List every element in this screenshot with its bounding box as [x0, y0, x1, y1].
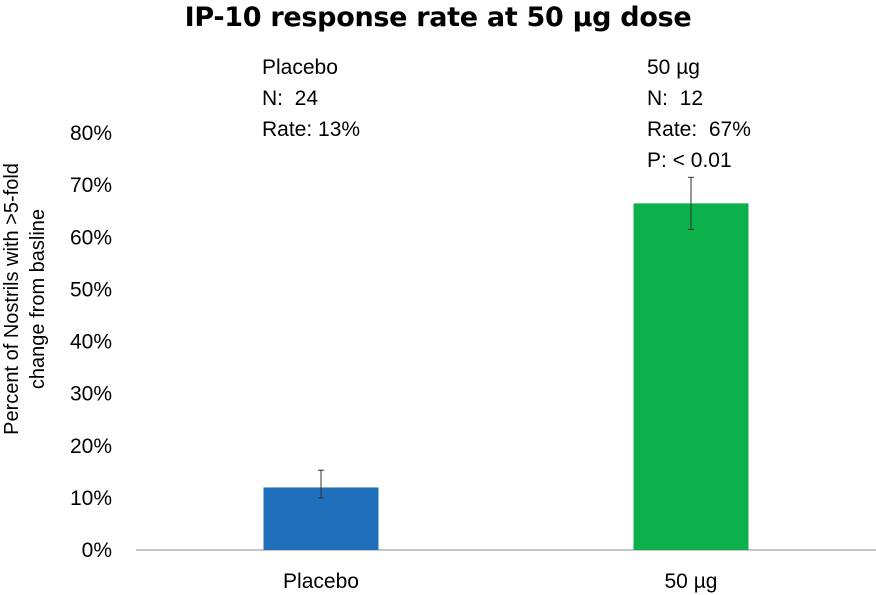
y-tick-label: 10%: [70, 487, 112, 510]
annotation-line: N: 24: [262, 87, 319, 110]
annotation-50ug: 50 µg N: 12 Rate: 67% P: < 0.01: [647, 52, 751, 176]
annotation-placebo: Placebo N: 24 Rate: 13%: [262, 52, 360, 145]
x-tick-label: Placebo: [283, 570, 359, 593]
y-tick-label: 50%: [70, 278, 112, 301]
y-tick-label: 0%: [82, 539, 112, 562]
annotation-line: P: < 0.01: [647, 149, 732, 172]
y-tick-label: 60%: [70, 226, 112, 249]
annotation-line: Rate: 13%: [262, 118, 361, 141]
annotation-line: Rate: 67%: [647, 118, 751, 141]
y-tick-label: 20%: [70, 435, 112, 458]
annotation-line: Placebo: [262, 56, 338, 79]
y-tick-label: 40%: [70, 331, 112, 354]
annotation-line: 50 µg: [647, 56, 700, 79]
y-tick-label: 70%: [70, 174, 112, 197]
y-tick-label: 80%: [70, 122, 112, 145]
y-tick-label: 30%: [70, 383, 112, 406]
x-tick-label: 50 µg: [665, 570, 718, 593]
chart-title: IP-10 response rate at 50 µg dose: [184, 2, 692, 33]
bar-50ug: [633, 203, 749, 550]
annotation-line: N: 12: [647, 87, 704, 110]
